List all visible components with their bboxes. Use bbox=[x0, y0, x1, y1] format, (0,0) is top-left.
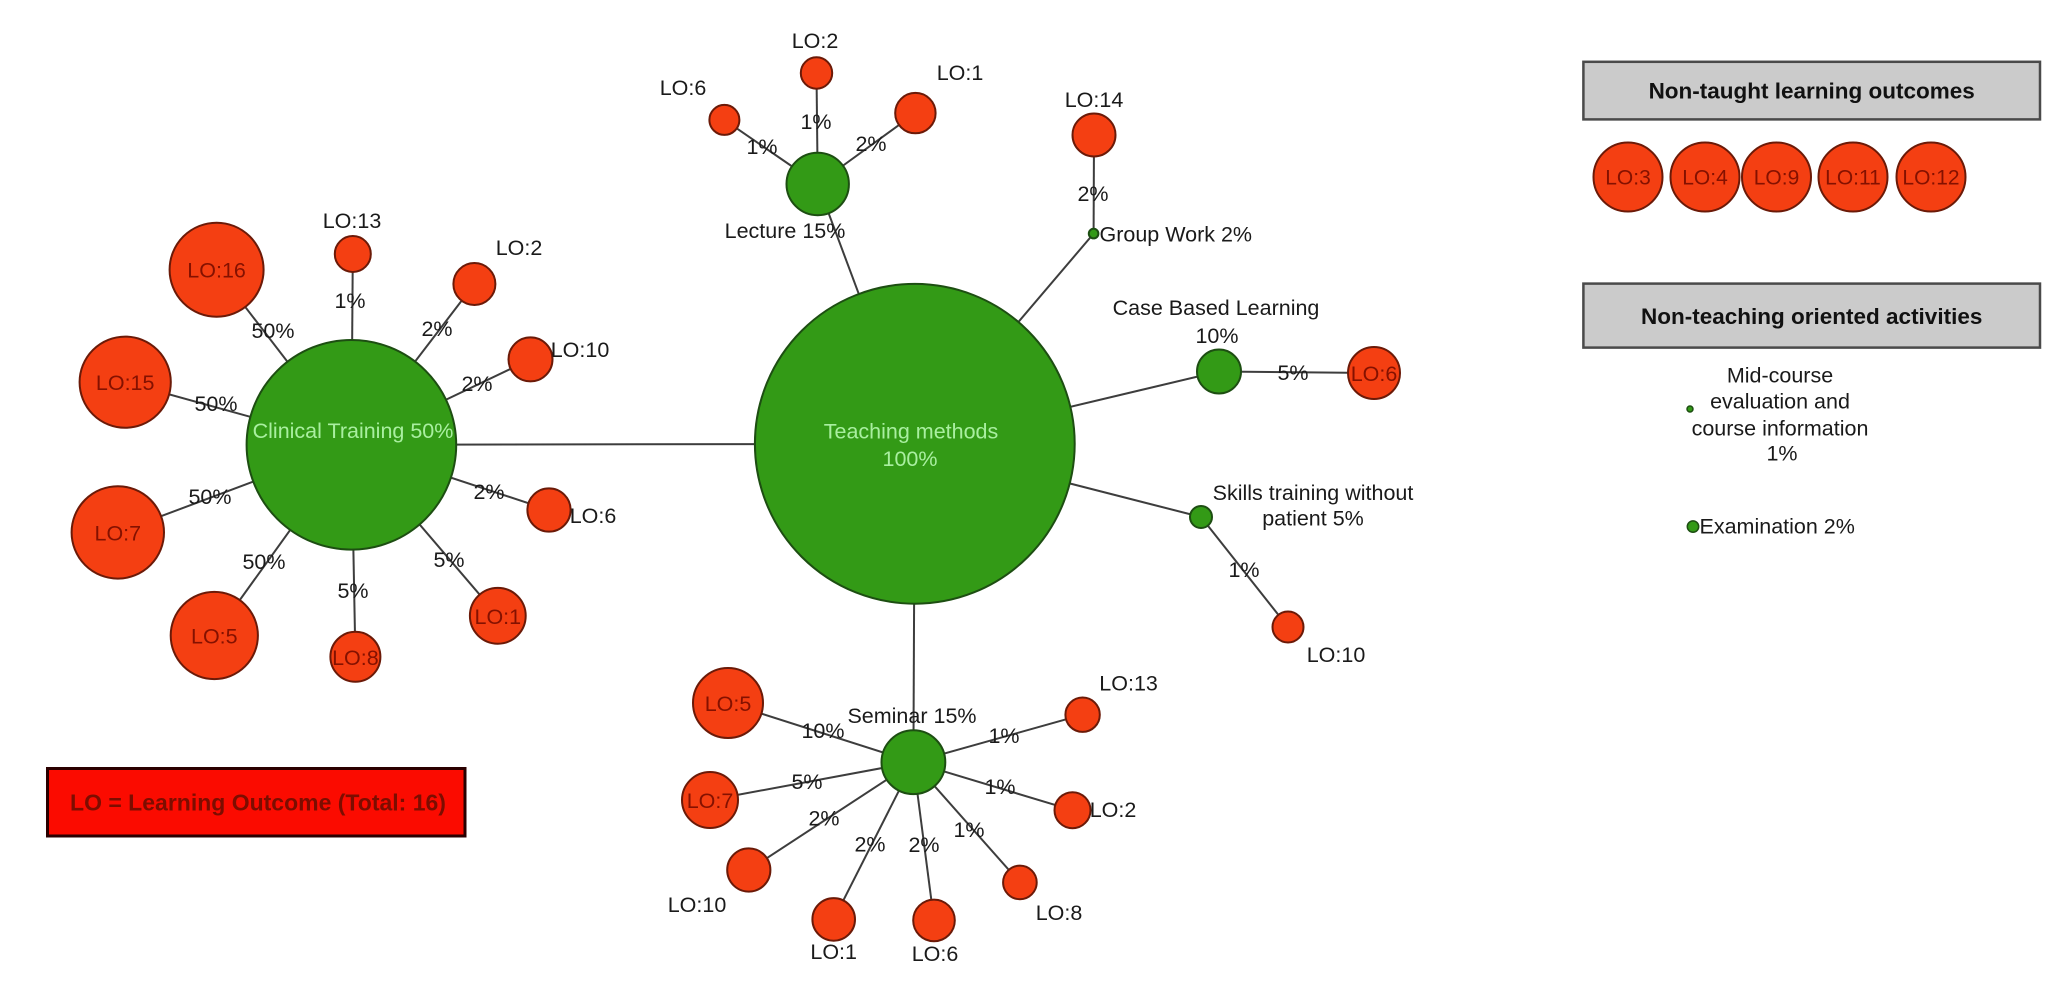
svg-text:LO:13: LO:13 bbox=[323, 209, 382, 233]
svg-text:50%: 50% bbox=[251, 319, 294, 343]
svg-text:LO:9: LO:9 bbox=[1754, 167, 1800, 190]
svg-text:LO:1: LO:1 bbox=[474, 605, 521, 629]
svg-text:LO:5: LO:5 bbox=[191, 625, 238, 649]
svg-text:Examination 2%: Examination 2% bbox=[1700, 515, 1855, 539]
svg-text:5%: 5% bbox=[433, 548, 464, 572]
svg-text:LO:13: LO:13 bbox=[1099, 672, 1158, 696]
svg-text:100%: 100% bbox=[883, 447, 938, 471]
svg-text:1%: 1% bbox=[334, 289, 365, 313]
svg-text:Teaching methods: Teaching methods bbox=[824, 420, 999, 444]
svg-text:LO:3: LO:3 bbox=[1605, 167, 1651, 190]
svg-text:1%: 1% bbox=[988, 724, 1019, 748]
svg-text:LO:10: LO:10 bbox=[668, 893, 727, 917]
svg-text:LO:6: LO:6 bbox=[912, 942, 959, 966]
svg-text:2%: 2% bbox=[461, 372, 492, 396]
svg-text:Non-teaching oriented activiti: Non-teaching oriented activities bbox=[1641, 304, 1982, 329]
svg-text:2%: 2% bbox=[1077, 182, 1108, 206]
svg-text:1%: 1% bbox=[1766, 442, 1797, 466]
svg-text:LO:10: LO:10 bbox=[1307, 643, 1366, 667]
svg-text:Mid-course: Mid-course bbox=[1727, 364, 1833, 388]
svg-text:2%: 2% bbox=[854, 833, 885, 857]
svg-text:LO:15: LO:15 bbox=[96, 371, 155, 395]
svg-text:10%: 10% bbox=[1195, 324, 1238, 348]
svg-text:50%: 50% bbox=[194, 392, 237, 416]
svg-text:LO:16: LO:16 bbox=[187, 259, 246, 283]
svg-text:2%: 2% bbox=[855, 132, 886, 156]
svg-text:LO:10: LO:10 bbox=[551, 338, 610, 362]
svg-text:2%: 2% bbox=[908, 833, 939, 857]
svg-text:5%: 5% bbox=[791, 770, 822, 794]
svg-text:1%: 1% bbox=[1228, 558, 1259, 582]
svg-text:Seminar 15%: Seminar 15% bbox=[847, 704, 976, 728]
svg-text:LO:1: LO:1 bbox=[810, 940, 857, 964]
svg-text:LO:4: LO:4 bbox=[1682, 167, 1728, 190]
svg-text:5%: 5% bbox=[337, 579, 368, 603]
svg-text:patient 5%: patient 5% bbox=[1262, 507, 1364, 531]
svg-text:1%: 1% bbox=[953, 818, 984, 842]
svg-text:2%: 2% bbox=[808, 807, 839, 831]
svg-text:LO:7: LO:7 bbox=[94, 521, 141, 545]
svg-text:LO:6: LO:6 bbox=[570, 504, 617, 528]
svg-text:Group Work 2%: Group Work 2% bbox=[1100, 223, 1253, 247]
svg-text:Skills training without: Skills training without bbox=[1213, 481, 1414, 505]
svg-text:LO:7: LO:7 bbox=[687, 789, 734, 813]
svg-text:50%: 50% bbox=[188, 485, 231, 509]
svg-text:LO:6: LO:6 bbox=[660, 76, 707, 100]
svg-text:50%: 50% bbox=[242, 550, 285, 574]
svg-text:Clinical Training 50%: Clinical Training 50% bbox=[253, 419, 454, 443]
svg-text:LO:8: LO:8 bbox=[332, 646, 379, 670]
svg-text:LO:11: LO:11 bbox=[1825, 167, 1881, 190]
svg-text:Case Based Learning: Case Based Learning bbox=[1113, 296, 1320, 320]
svg-text:10%: 10% bbox=[801, 719, 844, 743]
svg-text:2%: 2% bbox=[473, 480, 504, 504]
svg-text:LO:5: LO:5 bbox=[705, 692, 752, 716]
svg-text:LO = Learning Outcome (Total:: LO = Learning Outcome (Total: 16) bbox=[70, 790, 446, 816]
svg-text:course information: course information bbox=[1692, 417, 1869, 441]
svg-text:5%: 5% bbox=[1277, 361, 1308, 385]
svg-text:Non-taught learning outcomes: Non-taught learning outcomes bbox=[1649, 79, 1975, 104]
svg-text:LO:1: LO:1 bbox=[937, 61, 984, 85]
svg-text:LO:2: LO:2 bbox=[792, 29, 839, 53]
svg-text:LO:2: LO:2 bbox=[1090, 798, 1137, 822]
svg-text:1%: 1% bbox=[746, 135, 777, 159]
svg-text:LO:6: LO:6 bbox=[1351, 362, 1398, 386]
svg-text:Lecture 15%: Lecture 15% bbox=[725, 219, 846, 243]
svg-text:LO:12: LO:12 bbox=[1902, 167, 1959, 190]
svg-text:1%: 1% bbox=[800, 110, 831, 134]
svg-text:LO:8: LO:8 bbox=[1036, 901, 1083, 925]
svg-text:1%: 1% bbox=[984, 775, 1015, 799]
svg-text:evaluation and: evaluation and bbox=[1710, 390, 1850, 414]
svg-text:2%: 2% bbox=[421, 317, 452, 341]
svg-text:LO:14: LO:14 bbox=[1065, 88, 1124, 112]
svg-text:LO:2: LO:2 bbox=[496, 236, 543, 260]
